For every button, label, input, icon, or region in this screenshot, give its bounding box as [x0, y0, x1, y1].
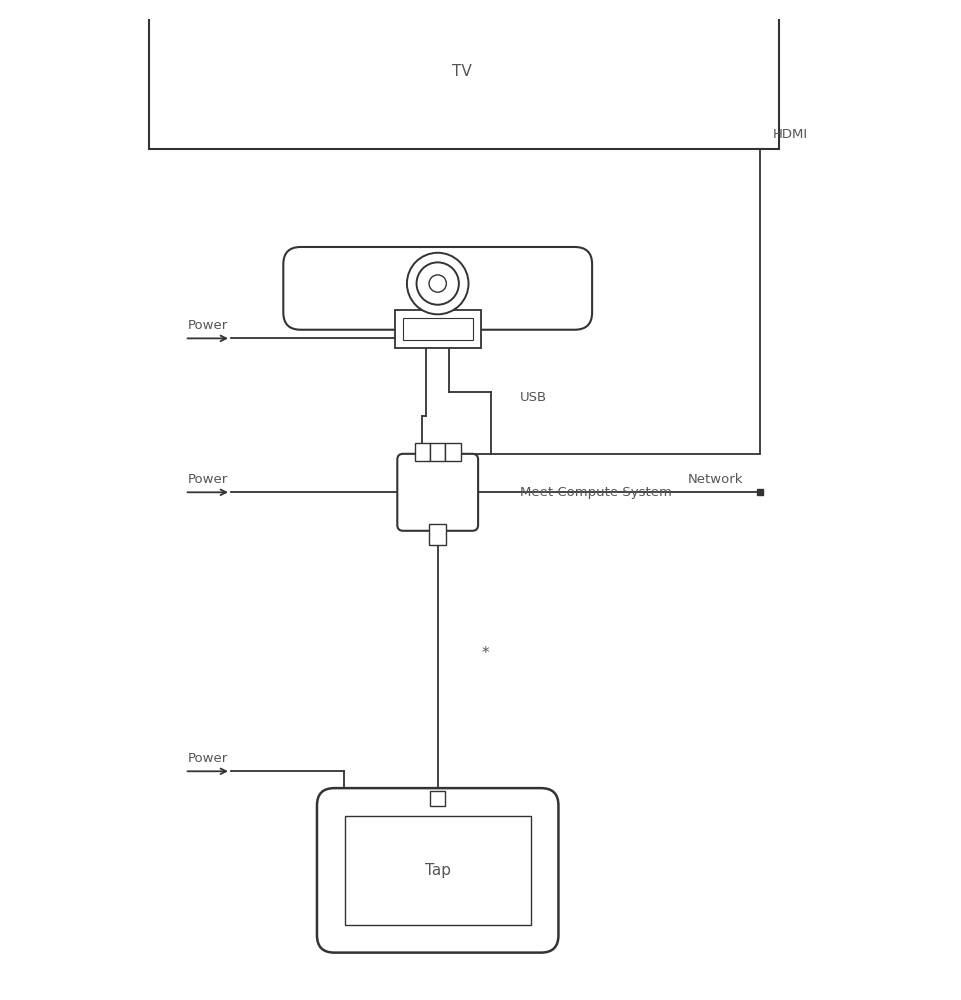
Text: USB: USB	[519, 391, 546, 404]
Text: Meet Compute System: Meet Compute System	[520, 486, 672, 499]
FancyBboxPatch shape	[395, 310, 480, 348]
Text: HDMI: HDMI	[772, 128, 807, 141]
Circle shape	[416, 262, 458, 305]
FancyBboxPatch shape	[283, 247, 591, 330]
Text: TV: TV	[452, 64, 471, 79]
Text: Power: Power	[187, 319, 228, 332]
FancyBboxPatch shape	[345, 816, 530, 925]
FancyBboxPatch shape	[402, 318, 473, 340]
Circle shape	[429, 275, 446, 292]
FancyBboxPatch shape	[430, 791, 445, 806]
Text: *: *	[481, 646, 489, 661]
FancyBboxPatch shape	[445, 443, 460, 461]
Circle shape	[407, 253, 468, 314]
FancyBboxPatch shape	[397, 454, 478, 531]
Text: Power: Power	[187, 752, 228, 765]
FancyBboxPatch shape	[430, 443, 445, 461]
FancyBboxPatch shape	[429, 524, 446, 545]
Text: Network: Network	[687, 473, 743, 486]
FancyBboxPatch shape	[414, 443, 430, 461]
FancyBboxPatch shape	[317, 788, 557, 953]
Text: Tap: Tap	[424, 863, 451, 878]
Text: Power: Power	[187, 473, 228, 486]
